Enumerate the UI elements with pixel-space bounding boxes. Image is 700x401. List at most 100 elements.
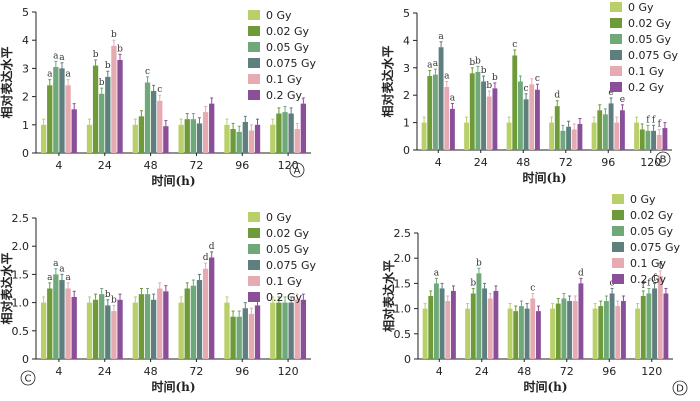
bar — [662, 128, 668, 150]
legend-swatch — [248, 212, 260, 222]
bar — [465, 308, 471, 359]
significance-letter: c — [535, 74, 540, 84]
bar — [86, 124, 93, 153]
bar — [634, 122, 640, 150]
bar — [444, 86, 450, 150]
y-tick-label: 5 — [22, 6, 29, 19]
x-tick-label: 120 — [640, 156, 661, 169]
legend-swatch — [610, 66, 622, 76]
bar — [428, 296, 434, 359]
bar — [549, 122, 555, 150]
bar — [422, 308, 428, 359]
bar — [464, 122, 470, 150]
bar — [493, 290, 499, 359]
x-tick-label: 96 — [602, 365, 616, 378]
legend-label: 0 Gy — [630, 193, 656, 206]
x-tick-label: 96 — [601, 156, 615, 169]
y-tick-label: 0 — [404, 353, 411, 366]
legend-label: 0.05 Gy — [266, 243, 310, 256]
significance-letter: a — [65, 273, 71, 283]
significance-letter: c — [512, 40, 517, 50]
bar — [482, 288, 488, 359]
y-axis-label: 相对表达水平 — [0, 46, 14, 118]
bar — [224, 302, 230, 359]
bar — [270, 302, 276, 359]
bar — [571, 129, 577, 150]
bar — [517, 81, 523, 150]
legend-label: 0.075 Gy — [266, 259, 317, 272]
bar — [163, 291, 169, 359]
bar — [99, 93, 105, 153]
bar — [640, 296, 646, 359]
panel-label: A — [294, 166, 301, 177]
bar — [450, 290, 456, 359]
significance-letter: b — [105, 61, 111, 71]
significance-letter: c — [157, 85, 162, 95]
bar — [432, 74, 438, 150]
bar — [236, 316, 242, 359]
y-tick-label: 1.5 — [12, 268, 30, 281]
significance-letter: b — [470, 278, 476, 288]
y-tick-label: 1.0 — [394, 303, 412, 316]
y-tick-label: 0.5 — [394, 328, 412, 341]
bar — [111, 311, 117, 359]
legend-swatch — [610, 50, 622, 60]
legend-label: 0.2 Gy — [628, 81, 665, 94]
bar — [646, 293, 652, 359]
bar — [288, 113, 294, 153]
y-tick-label: 3 — [22, 62, 29, 75]
bar — [469, 73, 475, 150]
bar — [92, 299, 99, 359]
bar — [567, 301, 573, 359]
bar — [196, 280, 203, 359]
bar — [550, 308, 556, 359]
significance-letter: d — [209, 242, 215, 252]
bar — [224, 124, 230, 153]
bar — [609, 293, 615, 359]
bar — [592, 308, 598, 359]
significance-letter: a — [65, 70, 71, 80]
x-tick-label: 48 — [516, 156, 530, 169]
bar — [53, 274, 59, 359]
bar — [561, 298, 567, 359]
significance-letter: a — [450, 93, 456, 103]
legend-label: 0.1 Gy — [628, 65, 665, 78]
bar — [602, 114, 608, 150]
bar — [86, 302, 93, 359]
bar — [157, 288, 163, 359]
x-tick-label: 96 — [235, 365, 249, 378]
y-tick-label: 1 — [403, 117, 410, 130]
bar — [157, 100, 163, 153]
bar — [178, 302, 184, 359]
legend-label: 0.02 Gy — [266, 227, 310, 240]
significance-letter: f — [642, 281, 646, 291]
bar — [190, 285, 197, 359]
y-axis-label: 相对表达水平 — [380, 45, 395, 117]
bar — [282, 112, 288, 153]
y-tick-label: 2 — [22, 91, 29, 104]
bar — [300, 299, 307, 359]
significance-letter: d — [578, 268, 584, 278]
legend-swatch — [248, 58, 260, 68]
legend-swatch — [610, 82, 622, 92]
significance-letter: a — [47, 70, 53, 80]
bar — [578, 283, 584, 359]
legend-label: 0.05 Gy — [628, 33, 672, 46]
legend-label: 0 Gy — [266, 9, 292, 22]
bar — [476, 273, 482, 359]
x-axis-label: 时间(h) — [523, 379, 567, 394]
bar — [603, 301, 609, 359]
significance-letter: c — [145, 67, 150, 77]
x-tick-label: 120 — [278, 365, 299, 378]
x-tick-label: 24 — [98, 365, 112, 378]
significance-letter: f — [653, 273, 657, 283]
legend-swatch — [612, 242, 624, 252]
bar — [645, 130, 651, 150]
x-tick-label: 48 — [517, 365, 531, 378]
panel-label-circle — [20, 370, 36, 386]
panel-label: C — [25, 374, 32, 385]
bar — [47, 85, 53, 153]
significance-letter: e — [608, 88, 613, 98]
bar — [132, 124, 138, 153]
significance-letter: b — [111, 295, 117, 305]
